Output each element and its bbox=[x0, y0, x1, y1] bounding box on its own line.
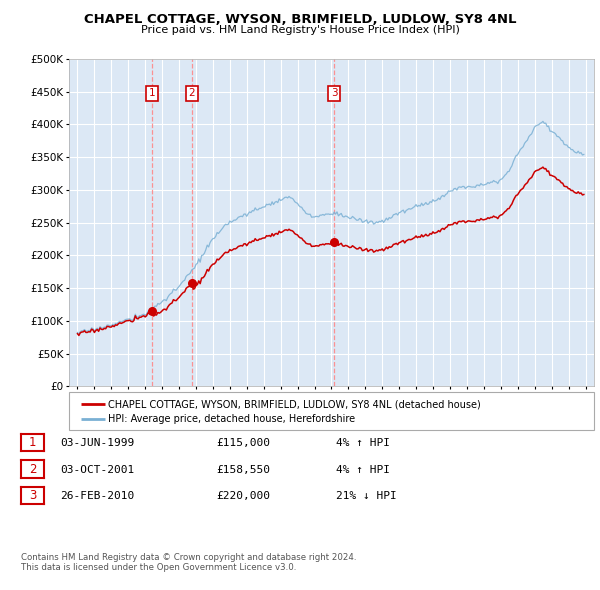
Text: Contains HM Land Registry data © Crown copyright and database right 2024.: Contains HM Land Registry data © Crown c… bbox=[21, 553, 356, 562]
Text: CHAPEL COTTAGE, WYSON, BRIMFIELD, LUDLOW, SY8 4NL (detached house): CHAPEL COTTAGE, WYSON, BRIMFIELD, LUDLOW… bbox=[108, 399, 481, 409]
Text: £158,550: £158,550 bbox=[216, 465, 270, 475]
Text: 4% ↑ HPI: 4% ↑ HPI bbox=[336, 465, 390, 475]
Text: This data is licensed under the Open Government Licence v3.0.: This data is licensed under the Open Gov… bbox=[21, 563, 296, 572]
Text: 26-FEB-2010: 26-FEB-2010 bbox=[60, 491, 134, 502]
Text: 3: 3 bbox=[331, 88, 337, 99]
Text: 3: 3 bbox=[29, 489, 36, 502]
Text: 1: 1 bbox=[29, 436, 36, 449]
Text: 21% ↓ HPI: 21% ↓ HPI bbox=[336, 491, 397, 502]
Text: £220,000: £220,000 bbox=[216, 491, 270, 502]
Text: £115,000: £115,000 bbox=[216, 438, 270, 448]
Text: HPI: Average price, detached house, Herefordshire: HPI: Average price, detached house, Here… bbox=[108, 414, 355, 424]
Text: 2: 2 bbox=[29, 463, 36, 476]
Text: 2: 2 bbox=[188, 88, 195, 99]
Text: 1: 1 bbox=[149, 88, 155, 99]
Text: 4% ↑ HPI: 4% ↑ HPI bbox=[336, 438, 390, 448]
Text: 03-OCT-2001: 03-OCT-2001 bbox=[60, 465, 134, 475]
Text: 03-JUN-1999: 03-JUN-1999 bbox=[60, 438, 134, 448]
Text: CHAPEL COTTAGE, WYSON, BRIMFIELD, LUDLOW, SY8 4NL: CHAPEL COTTAGE, WYSON, BRIMFIELD, LUDLOW… bbox=[84, 13, 516, 26]
Text: Price paid vs. HM Land Registry's House Price Index (HPI): Price paid vs. HM Land Registry's House … bbox=[140, 25, 460, 35]
